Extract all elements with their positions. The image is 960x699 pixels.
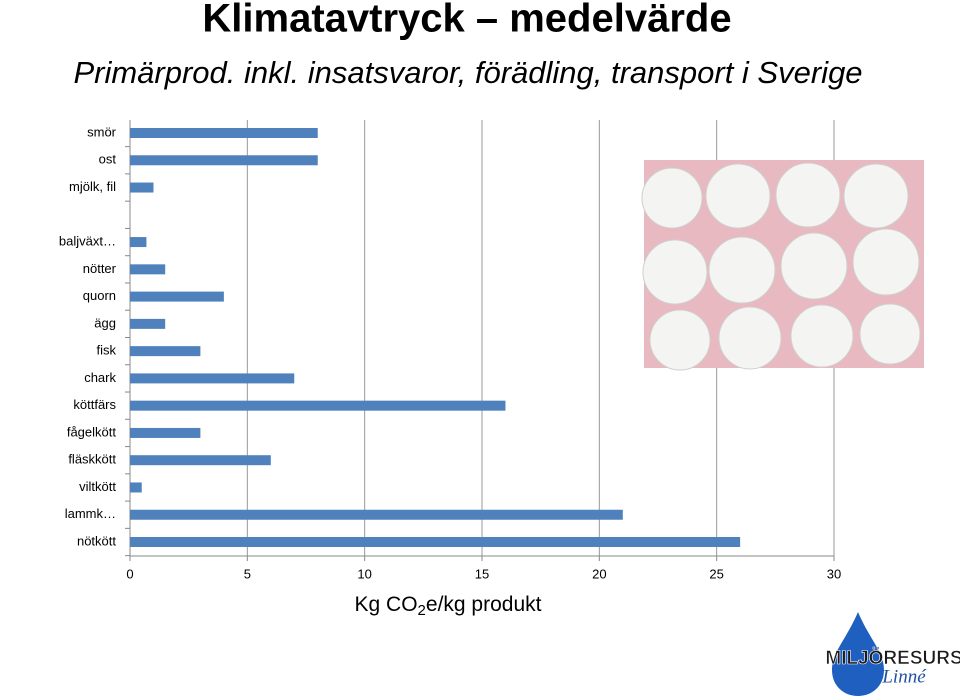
y-tick-label: baljväxt…: [59, 234, 116, 249]
y-tick-label: fisk: [97, 343, 117, 358]
x-axis-label-part: Kg CO: [355, 593, 418, 616]
bar: [130, 182, 154, 193]
x-tick-label: 25: [709, 566, 723, 581]
logo-name: MILJÖRESURS: [825, 648, 960, 669]
y-tick-label: ägg: [94, 315, 116, 330]
x-tick-label: 0: [126, 566, 133, 581]
x-tick-label: 20: [592, 566, 606, 581]
x-tick-label: 15: [475, 566, 489, 581]
egg-photo: [641, 160, 924, 371]
bar: [130, 128, 318, 138]
bar: [130, 291, 224, 302]
y-tick-label: mjölk, fil: [69, 179, 116, 194]
bar: [130, 427, 201, 438]
plot: 0 5 10 15 20 25 30 smör ost mjölk, fil baljväxt… nö…: [59, 120, 841, 619]
bar: [130, 509, 623, 520]
x-tick-label: 5: [244, 566, 251, 581]
y-tick-label: viltkött: [79, 479, 116, 494]
bar: [130, 482, 142, 493]
x-axis-label-part: e/kg produkt: [426, 593, 542, 616]
bar: [130, 537, 741, 547]
bar: [130, 264, 166, 275]
bar: [130, 400, 506, 411]
x-axis-label: Kg CO2e/kg produkt: [355, 593, 542, 619]
x-tick-label: 10: [357, 566, 371, 581]
y-tick-label: köttfärs: [73, 397, 116, 412]
x-tick-label: 30: [827, 566, 841, 581]
y-tick-label: nötkött: [77, 533, 116, 548]
bar: [130, 237, 147, 248]
y-tick-label: ost: [99, 152, 117, 167]
y-tick-label: lammk…: [65, 506, 116, 521]
y-tick-label: chark: [84, 370, 116, 385]
y-tick-label: fågelkött: [67, 424, 117, 439]
bar: [130, 373, 295, 384]
bar: [130, 155, 318, 166]
bar: [130, 346, 201, 357]
logo-sub: Linné: [881, 666, 927, 687]
y-tick-label: quorn: [83, 288, 116, 303]
x-axis-label-part: 2: [418, 602, 426, 619]
bar: [130, 455, 271, 466]
chart-title: Klimatavtryck – medelvärde: [202, 0, 731, 41]
y-tick-label: smör: [87, 124, 117, 139]
y-tick-label: fläskkött: [68, 452, 116, 467]
y-tick-label: nötter: [83, 261, 117, 276]
chart-subtitle: Primärprod. inkl. insatsvaror, förädling…: [73, 55, 862, 90]
logo: MILJÖRESURS Linné: [825, 612, 960, 696]
bar: [130, 318, 166, 329]
